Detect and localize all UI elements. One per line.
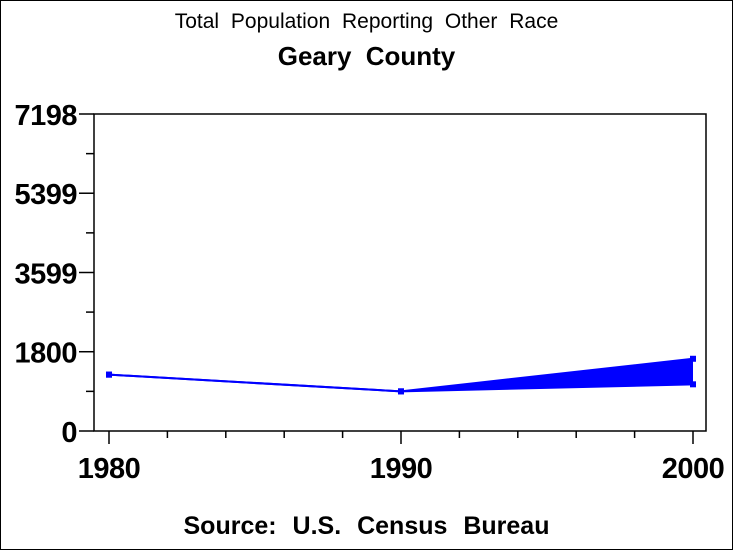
- series-band-area: [109, 358, 693, 392]
- x-axis-tick-label: 1980: [78, 453, 141, 485]
- x-axis-tick-label: 2000: [662, 453, 725, 485]
- data-point-marker: [690, 355, 696, 362]
- y-axis-tick-label: 3599: [14, 259, 77, 291]
- y-axis-tick-label: 5399: [14, 179, 77, 211]
- chart-title: Total Population Reporting Other Race: [174, 10, 559, 33]
- data-point-marker: [690, 381, 696, 388]
- y-axis-tick-label: 0: [61, 417, 77, 449]
- data-point-marker: [106, 371, 112, 378]
- y-axis-tick-label: 7198: [14, 100, 77, 132]
- chart-subtitle: Geary County: [277, 41, 456, 71]
- x-axis-tick-label: 1990: [370, 453, 433, 485]
- y-axis-tick-label: 1800: [14, 338, 77, 370]
- data-point-marker: [398, 388, 404, 395]
- source-note: Source: U.S. Census Bureau: [183, 512, 550, 540]
